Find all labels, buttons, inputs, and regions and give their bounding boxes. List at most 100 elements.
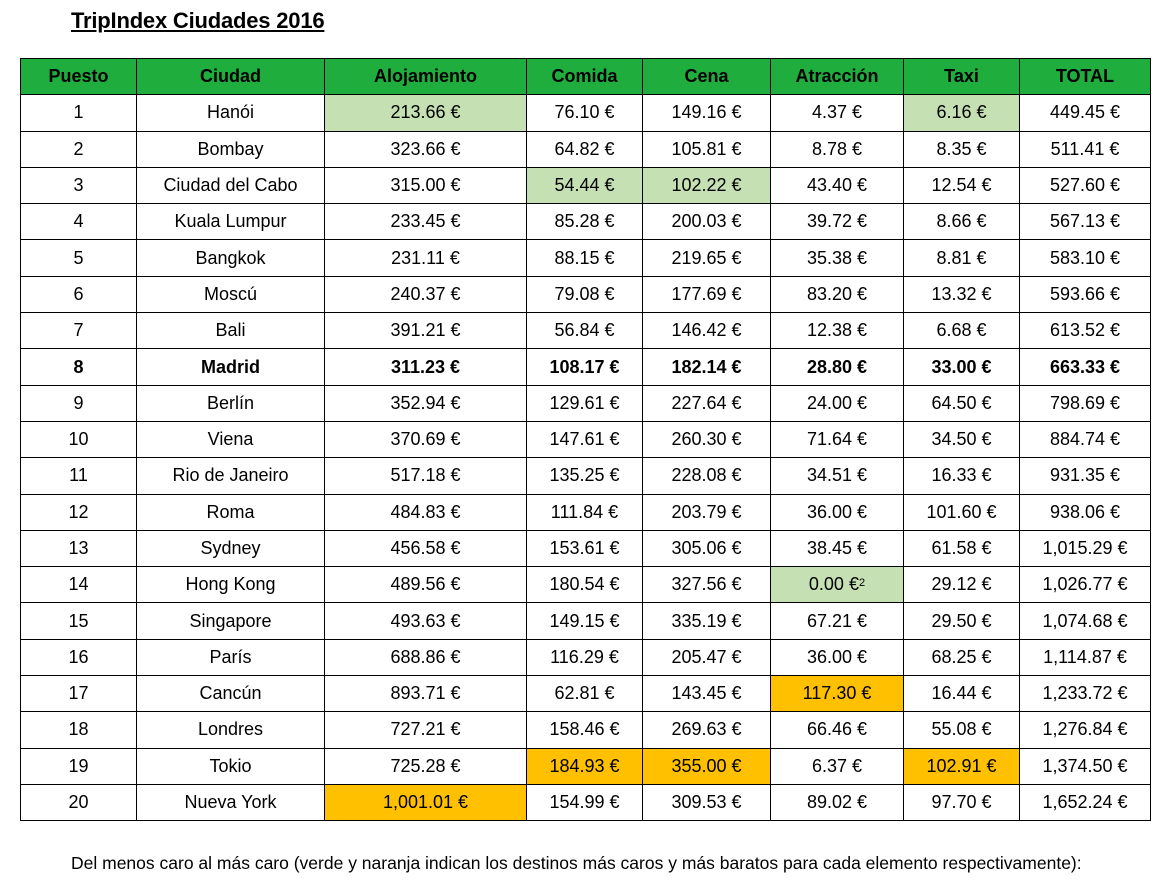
cell-value: Hanói	[206, 102, 255, 123]
cell-atraccion: 36.00 €	[770, 638, 904, 677]
table-row: 6 Moscú 240.37 € 79.08 € 177.69 € 83.20 € 13.3…	[20, 275, 1151, 314]
cell-value: Tokio	[209, 755, 252, 776]
cell-value: 12.38 €	[806, 320, 868, 341]
cell-atraccion: 43.40 €	[770, 166, 904, 205]
cell-value: 55.08 €	[931, 719, 992, 740]
cell-value: 456.58 €	[390, 538, 461, 558]
cell-value: 71.64 €	[806, 429, 868, 450]
cell-value: 1,114.87 €	[1043, 646, 1127, 667]
cell-ciudad: Cancún	[136, 675, 325, 713]
cell-value: 28.80 €	[806, 356, 868, 377]
cell-comida: 76.10 €	[526, 94, 643, 132]
cell-comida: 79.08 €	[526, 275, 643, 314]
cell-taxi: 12.54 €	[903, 166, 1020, 205]
header-taxi: Taxi	[903, 57, 1020, 96]
cell-alojamiento: 370.69 €	[324, 420, 527, 459]
cell-cena: 182.14 €	[642, 348, 771, 386]
cell-value: 108.17 €	[549, 356, 620, 377]
cell-cena: 203.79 €	[642, 493, 771, 531]
cell-value: 493.63 €	[390, 610, 461, 631]
cell-value: 517.18 €	[390, 465, 461, 486]
cell-value: Kuala Lumpur	[174, 211, 287, 232]
cell-value: Nueva York	[184, 792, 277, 813]
cell-alojamiento: 315.00 €	[324, 166, 527, 205]
cell-atraccion: 117.30 €	[770, 675, 904, 713]
cell-value: 8.78 €	[811, 138, 863, 159]
cell-alojamiento: 323.66 €	[324, 130, 527, 168]
cell-value: 149.15 €	[549, 610, 620, 631]
header-total: TOTAL	[1019, 57, 1151, 96]
cell-value: 6.37 €	[811, 755, 863, 776]
cell-value: 6.16 €	[936, 102, 987, 123]
header-alojamiento: Alojamiento	[324, 57, 527, 96]
cell-value: Madrid	[200, 356, 260, 377]
cell-atraccion: 4.37 €	[770, 94, 904, 132]
cell-value: 182.14 €	[671, 356, 742, 377]
cell-ciudad: Nueva York	[136, 783, 325, 822]
cell-value: 36.00 €	[806, 501, 868, 522]
cell-value: 200.03 €	[671, 211, 742, 232]
table-row: 7 Bali 391.21 € 56.84 € 146.42 € 12.38 € 6.68 …	[20, 312, 1151, 350]
cell-value: 85.28 €	[554, 211, 615, 232]
cell-cena: 355.00 €	[642, 747, 771, 785]
cell-value: 309.53 €	[671, 792, 742, 813]
cell-value: 227.64 €	[671, 392, 742, 413]
footnote: Del menos caro al más caro (verde y nara…	[71, 853, 1082, 873]
cell-total: 1,374.50 €	[1019, 747, 1151, 785]
cell-ciudad: Roma	[136, 493, 325, 531]
cell-comida: 56.84 €	[526, 312, 643, 350]
cell-comida: 54.44 €	[526, 166, 643, 205]
cell-value: 117.30 €	[802, 683, 872, 704]
cell-value: 727.21 €	[390, 719, 461, 740]
cell-value: 0.00 €	[808, 574, 859, 595]
cell-total: 1,015.29 €	[1019, 529, 1151, 568]
cell-total: 511.41 €	[1019, 130, 1151, 168]
cell-comida: 147.61 €	[526, 420, 643, 459]
cell-value: 184.93 €	[549, 755, 620, 776]
cell-value: 17	[68, 683, 89, 704]
cell-value: 14	[68, 574, 89, 595]
cell-cena: 260.30 €	[642, 420, 771, 459]
page-title: TripIndex Ciudades 2016	[71, 8, 325, 33]
cell-puesto: 4	[20, 203, 137, 241]
cell-value: 213.66 €	[390, 102, 461, 123]
cell-taxi: 13.32 €	[903, 275, 1020, 314]
header-row: Puesto Ciudad Alojamiento Comida Cena At…	[20, 57, 1151, 96]
cell-value: 116.29 €	[550, 646, 619, 667]
cell-cena: 309.53 €	[642, 783, 771, 822]
table-row: 13 Sydney 456.58 € 153.61 € 305.06 € 38.45 € 6…	[20, 529, 1151, 568]
cell-value: Viena	[207, 429, 254, 450]
cell-ciudad: Hong Kong	[136, 566, 325, 604]
cell-value: 370.69 €	[390, 429, 461, 450]
cell-value: 391.21 €	[390, 320, 461, 341]
cell-puesto: 7	[20, 312, 137, 350]
cell-value: 83.20 €	[806, 283, 868, 304]
table-row: 11 Rio de Janeiro 517.18 € 135.25 € 228.08 €…	[20, 457, 1151, 495]
cell-value: 97.70 €	[931, 792, 992, 813]
cell-alojamiento: 391.21 €	[324, 312, 527, 350]
cell-ciudad: París	[136, 638, 325, 677]
cell-value: 101.60 €	[926, 501, 997, 522]
cell-ciudad: Madrid	[136, 348, 325, 386]
cell-taxi: 8.81 €	[903, 239, 1020, 277]
cell-value: 61.58 €	[931, 538, 992, 558]
cell-value: 111.84 €	[550, 501, 619, 522]
cell-comida: 180.54 €	[526, 566, 643, 604]
cell-total: 884.74 €	[1019, 420, 1151, 459]
cell-value: 938.06 €	[1049, 501, 1121, 522]
cell-total: 583.10 €	[1019, 239, 1151, 277]
table-row: 4 Kuala Lumpur 233.45 € 85.28 € 200.03 € 39.7…	[20, 203, 1151, 241]
cell-comida: 116.29 €	[526, 638, 643, 677]
cell-value: 798.69 €	[1049, 392, 1121, 413]
cell-value: 8.66 €	[936, 211, 987, 232]
cell-total: 527.60 €	[1019, 166, 1151, 205]
cell-value: Cancún	[199, 683, 262, 704]
cell-ciudad: Bangkok	[136, 239, 325, 277]
cell-value: 1	[73, 102, 84, 123]
cell-cena: 205.47 €	[642, 638, 771, 677]
cell-taxi: 8.66 €	[903, 203, 1020, 241]
table-row: 1 Hanói 213.66 € 76.10 € 149.16 € 4.37 € 6.16 …	[20, 94, 1151, 132]
cell-value: 102.22 €	[671, 175, 742, 196]
header-ciudad: Ciudad	[136, 57, 325, 96]
cell-value: 1,074.68 €	[1042, 610, 1128, 631]
